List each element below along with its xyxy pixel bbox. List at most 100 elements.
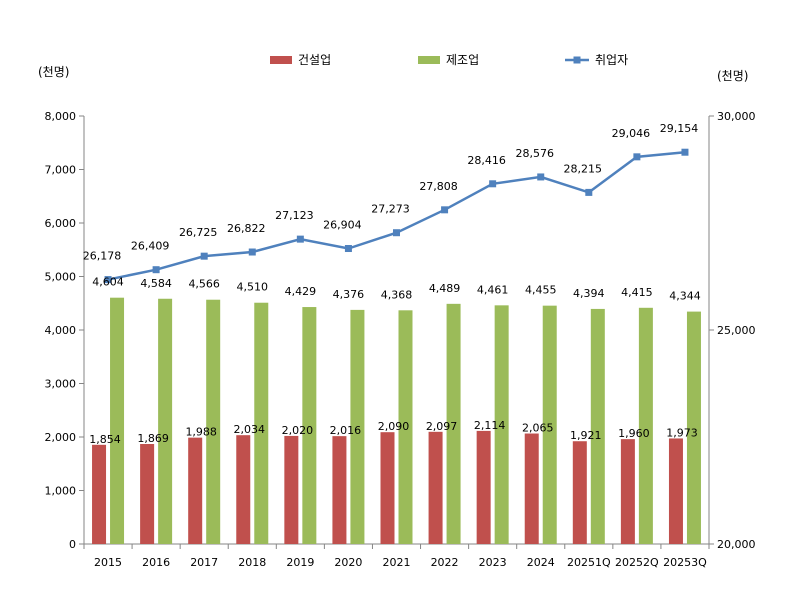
data-label-construction: 2,090 — [378, 420, 410, 433]
bar-construction — [620, 439, 635, 544]
x-axis-tick-label: 2017 — [190, 556, 218, 569]
data-labels: 1,854 4,604 1,869 4,584 1,988 4,566 2,034 4,510… — [83, 122, 701, 446]
right-axis-tick-label: 30,000 — [717, 110, 756, 123]
data-label-manufacturing: 4,368 — [381, 288, 413, 301]
data-label-construction: 1,973 — [666, 426, 698, 439]
data-label-manufacturing: 4,566 — [188, 278, 220, 291]
bar-manufacturing — [542, 305, 557, 544]
data-label-construction: 1,869 — [137, 432, 169, 445]
axes: 0 1,000 2,000 3,000 4,000 5,000 6,000 7,000 8,00… — [45, 110, 756, 569]
line-marker-employed — [248, 248, 256, 256]
x-axis-tick-label: 2020 — [334, 556, 362, 569]
bar-manufacturing — [206, 299, 221, 544]
data-label-manufacturing: 4,510 — [237, 281, 269, 294]
data-label-manufacturing: 4,415 — [621, 286, 653, 299]
data-label-construction: 2,065 — [522, 422, 554, 435]
left-axis-tick-label: 3,000 — [45, 378, 77, 391]
legend-label: 취업자 — [595, 53, 628, 67]
left-axis-tick-label: 6,000 — [45, 217, 77, 230]
line-marker-employed — [296, 235, 304, 243]
left-axis-tick-label: 8,000 — [45, 110, 77, 123]
line-marker-employed — [489, 180, 497, 188]
x-axis-tick-label: 2024 — [527, 556, 555, 569]
left-axis-tick-label: 5,000 — [45, 271, 77, 284]
right-axis-tick-label: 20,000 — [717, 538, 756, 551]
bar-construction — [236, 435, 251, 544]
legend-swatch-marker — [573, 56, 581, 64]
data-label-construction: 1,960 — [618, 427, 650, 440]
x-axis-tick-label: 2015 — [94, 556, 122, 569]
right-axis-tick-label: 25,000 — [717, 324, 756, 337]
line-marker-employed — [537, 173, 545, 181]
data-label-employed: 28,215 — [564, 162, 603, 175]
bar-construction — [284, 435, 299, 544]
right-axis-unit: (천명) — [717, 68, 748, 83]
x-axis-tick-label: 2016 — [142, 556, 170, 569]
x-axis-tick-label: 20253Q — [663, 556, 707, 569]
data-label-manufacturing: 4,394 — [573, 287, 605, 300]
data-label-construction: 2,097 — [426, 420, 458, 433]
data-label-manufacturing: 4,461 — [477, 283, 509, 296]
data-label-employed: 26,822 — [227, 222, 266, 235]
bar-construction — [476, 430, 491, 544]
bar-manufacturing — [638, 307, 653, 544]
line-marker-employed — [104, 276, 112, 284]
bar-manufacturing — [686, 311, 701, 544]
line-marker-employed — [441, 206, 449, 214]
legend-swatch — [418, 56, 440, 64]
legend-label: 제조업 — [446, 53, 479, 67]
left-axis-tick-label: 0 — [69, 538, 76, 551]
bar-manufacturing — [590, 308, 605, 544]
data-label-employed: 26,409 — [131, 240, 170, 253]
bar-construction — [428, 431, 443, 544]
data-label-construction: 2,016 — [330, 424, 362, 437]
line-marker-employed — [585, 188, 593, 196]
data-label-employed: 27,273 — [371, 203, 410, 216]
bar-manufacturing — [494, 305, 509, 544]
line-marker-employed — [681, 148, 689, 156]
data-label-construction: 1,921 — [570, 429, 602, 442]
legend-swatch — [270, 56, 292, 64]
x-axis-tick-label: 2019 — [286, 556, 314, 569]
bar-construction — [188, 437, 203, 544]
bar-manufacturing — [398, 310, 413, 544]
data-label-manufacturing: 4,584 — [140, 277, 172, 290]
data-label-manufacturing: 4,344 — [669, 290, 701, 303]
bar-manufacturing — [158, 298, 173, 544]
data-label-employed: 29,046 — [612, 127, 651, 140]
data-label-employed: 26,725 — [179, 226, 218, 239]
data-label-employed: 27,808 — [419, 180, 458, 193]
line-marker-employed — [152, 266, 160, 274]
left-axis-tick-label: 1,000 — [45, 485, 77, 498]
left-axis-tick-label: 7,000 — [45, 164, 77, 177]
data-label-construction: 2,020 — [282, 424, 314, 437]
x-axis-tick-label: 2018 — [238, 556, 266, 569]
bar-construction — [524, 433, 539, 544]
bar-construction — [380, 432, 395, 544]
data-label-manufacturing: 4,489 — [429, 282, 461, 295]
legend-label: 건설업 — [298, 53, 331, 67]
bar-manufacturing — [302, 307, 317, 544]
data-label-employed: 28,576 — [515, 147, 554, 160]
bar-manufacturing — [350, 309, 365, 544]
data-label-construction: 1,854 — [89, 433, 121, 446]
data-label-employed: 26,904 — [323, 219, 362, 232]
line-series — [104, 148, 689, 284]
bar-manufacturing — [446, 303, 461, 544]
x-axis-tick-label: 20251Q — [567, 556, 611, 569]
data-label-construction: 2,114 — [474, 419, 506, 432]
left-axis-unit: (천명) — [38, 64, 69, 79]
bar-construction — [92, 444, 107, 544]
bars — [92, 297, 701, 544]
left-axis-tick-label: 4,000 — [45, 324, 77, 337]
x-axis-tick-label: 2023 — [479, 556, 507, 569]
line-marker-employed — [200, 252, 208, 260]
bar-construction — [140, 444, 155, 544]
legend: 건설업 제조업 취업자 — [270, 53, 628, 67]
line-marker-employed — [633, 153, 641, 161]
data-label-manufacturing: 4,376 — [333, 288, 365, 301]
left-axis-tick-label: 2,000 — [45, 431, 77, 444]
bar-construction — [572, 441, 587, 544]
